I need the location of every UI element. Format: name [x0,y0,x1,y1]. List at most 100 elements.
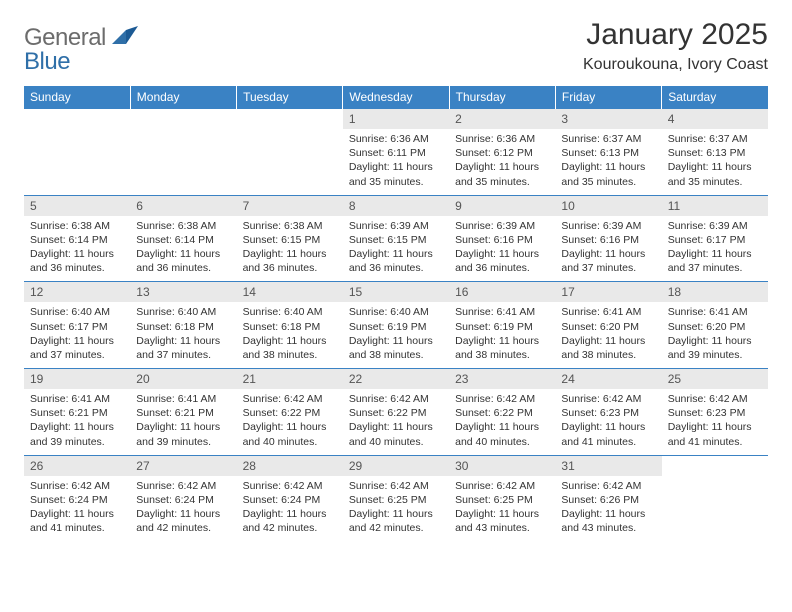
sunset-line: Sunset: 6:22 PM [349,407,427,419]
daylight-line: Daylight: 11 hours and 38 minutes. [349,335,433,361]
day-header: Thursday [449,86,555,109]
daylight-line: Daylight: 11 hours and 40 minutes. [455,421,539,447]
daylight-line: Daylight: 11 hours and 37 minutes. [136,335,220,361]
day-number-cell [237,109,343,130]
day-number-cell: 19 [24,369,130,390]
day-number-cell: 14 [237,282,343,303]
sunset-line: Sunset: 6:16 PM [561,234,639,246]
day-header: Tuesday [237,86,343,109]
day-number-cell [662,455,768,476]
sunset-line: Sunset: 6:25 PM [349,494,427,506]
daylight-line: Daylight: 11 hours and 42 minutes. [136,508,220,534]
day-number-cell: 24 [555,369,661,390]
header: General January 2025 Kouroukouna, Ivory … [24,18,768,74]
sunrise-line: Sunrise: 6:38 AM [243,220,323,232]
day-detail-cell: Sunrise: 6:40 AMSunset: 6:17 PMDaylight:… [24,302,130,368]
daylight-line: Daylight: 11 hours and 41 minutes. [30,508,114,534]
sunrise-line: Sunrise: 6:36 AM [349,133,429,145]
day-detail-cell: Sunrise: 6:39 AMSunset: 6:16 PMDaylight:… [555,216,661,282]
day-number-cell: 4 [662,109,768,130]
daylight-line: Daylight: 11 hours and 41 minutes. [561,421,645,447]
day-detail-cell: Sunrise: 6:38 AM Sunset: 6:15 PM Daylight:… [237,216,343,282]
day-detail-cell: Sunrise: 6:38 AMSunset: 6:14 PMDaylight:… [130,216,236,282]
day-detail-cell: Sunrise: 6:42 AMSunset: 6:23 PMDaylight:… [662,389,768,455]
daylight-line: Daylight: 11 hours and 35 minutes. [668,161,752,187]
day-number-cell: 1 [343,109,449,130]
sunset-line: Sunset: 6:15 PM [243,234,321,246]
daylight-line: Daylight: 11 hours and 36 minutes. [349,248,433,274]
sunset-line: Sunset: 6:26 PM [561,494,639,506]
sunset-line: Sunset: 6:17 PM [668,234,746,246]
sunset-line: Sunset: 6:21 PM [30,407,108,419]
day-detail-cell: Sunrise: 6:36 AMSunset: 6:11 PMDaylight:… [343,129,449,195]
day-detail-cell [237,129,343,195]
sunrise-line: Sunrise: 6:41 AM [30,393,110,405]
sunrise-line: Sunrise: 6:42 AM [561,480,641,492]
detail-row: Sunrise: 6:41 AM Sunset: 6:21 PM Daylight:… [24,389,768,455]
sunrise-line: Sunrise: 6:42 AM [136,480,216,492]
day-detail-cell: Sunrise: 6:40 AMSunset: 6:18 PMDaylight:… [130,302,236,368]
day-detail-cell: Sunrise: 6:42 AM Sunset: 6:22 PM Daylight:… [343,389,449,455]
logo-blue-wrap: Blue [24,48,70,76]
day-number-cell: 17 [555,282,661,303]
sunrise-line: Sunrise: 6:42 AM [349,480,429,492]
day-number-cell: 30 [449,455,555,476]
daylight-line: Daylight: 11 hours and 36 minutes. [243,248,327,274]
day-detail-cell: Sunrise: 6:42 AMSunset: 6:24 PMDaylight:… [237,476,343,542]
daylight-line: Daylight: 11 hours and 41 minutes. [668,421,752,447]
sunset-line: Sunset: 6:24 PM [30,494,108,506]
sunrise-line: Sunrise: 6:42 AM [455,393,535,405]
daylight-line: Daylight: 11 hours and 37 minutes. [561,248,645,274]
day-number-cell: 7 [237,195,343,216]
day-header: Wednesday [343,86,449,109]
sunset-line: Sunset: 6:24 PM [243,494,321,506]
logo-text-blue: Blue [24,48,70,75]
day-detail-cell: Sunrise: 6:42 AMSunset: 6:24 PMDaylight:… [130,476,236,542]
sunrise-line: Sunrise: 6:40 AM [243,306,323,318]
day-detail-cell: Sunrise: 6:42 AMSunset: 6:24 PMDaylight:… [24,476,130,542]
sunrise-line: Sunrise: 6:38 AM [136,220,216,232]
day-number-cell: 31 [555,455,661,476]
day-detail-cell: Sunrise: 6:41 AMSunset: 6:19 PMDaylight:… [449,302,555,368]
day-detail-cell: Sunrise: 6:41 AM Sunset: 6:21 PM Daylight:… [24,389,130,455]
calendar-table: SundayMondayTuesdayWednesdayThursdayFrid… [24,86,768,541]
day-number-cell: 16 [449,282,555,303]
sunrise-line: Sunrise: 6:41 AM [136,393,216,405]
day-detail-cell: Sunrise: 6:41 AMSunset: 6:20 PMDaylight:… [555,302,661,368]
sunset-line: Sunset: 6:16 PM [455,234,533,246]
sunset-line: Sunset: 6:15 PM [349,234,427,246]
sunset-line: Sunset: 6:18 PM [243,321,321,333]
daylight-line: Daylight: 11 hours and 37 minutes. [668,248,752,274]
day-header: Monday [130,86,236,109]
sunrise-line: Sunrise: 6:41 AM [561,306,641,318]
sunset-line: Sunset: 6:22 PM [455,407,533,419]
day-detail-cell [662,476,768,542]
day-detail-cell: Sunrise: 6:42 AMSunset: 6:25 PMDaylight:… [449,476,555,542]
day-detail-cell [130,129,236,195]
day-detail-cell: Sunrise: 6:38 AMSunset: 6:14 PMDaylight:… [24,216,130,282]
daynum-row: 262728293031 [24,455,768,476]
day-number-cell: 10 [555,195,661,216]
day-detail-cell: Sunrise: 6:42 AM Sunset: 6:22 PM Daylight:… [449,389,555,455]
day-number-cell: 22 [343,369,449,390]
daylight-line: Daylight: 11 hours and 35 minutes. [349,161,433,187]
daylight-line: Daylight: 11 hours and 39 minutes. [30,421,114,447]
sunrise-line: Sunrise: 6:42 AM [349,393,429,405]
detail-row: Sunrise: 6:36 AMSunset: 6:11 PMDaylight:… [24,129,768,195]
day-number-cell: 6 [130,195,236,216]
detail-row: Sunrise: 6:38 AMSunset: 6:14 PMDaylight:… [24,216,768,282]
day-number-cell: 21 [237,369,343,390]
daynum-row: 567891011 [24,195,768,216]
daylight-line: Daylight: 11 hours and 40 minutes. [349,421,433,447]
day-detail-cell: Sunrise: 6:42 AMSunset: 6:25 PMDaylight:… [343,476,449,542]
sunset-line: Sunset: 6:19 PM [349,321,427,333]
title-block: January 2025 Kouroukouna, Ivory Coast [583,18,768,74]
daylight-line: Daylight: 11 hours and 36 minutes. [455,248,539,274]
sunrise-line: Sunrise: 6:42 AM [668,393,748,405]
sunrise-line: Sunrise: 6:39 AM [668,220,748,232]
day-detail-cell: Sunrise: 6:40 AMSunset: 6:18 PMDaylight:… [237,302,343,368]
daylight-line: Daylight: 11 hours and 39 minutes. [668,335,752,361]
sunset-line: Sunset: 6:25 PM [455,494,533,506]
sunset-line: Sunset: 6:20 PM [561,321,639,333]
day-detail-cell: Sunrise: 6:42 AMSunset: 6:22 PMDaylight:… [237,389,343,455]
